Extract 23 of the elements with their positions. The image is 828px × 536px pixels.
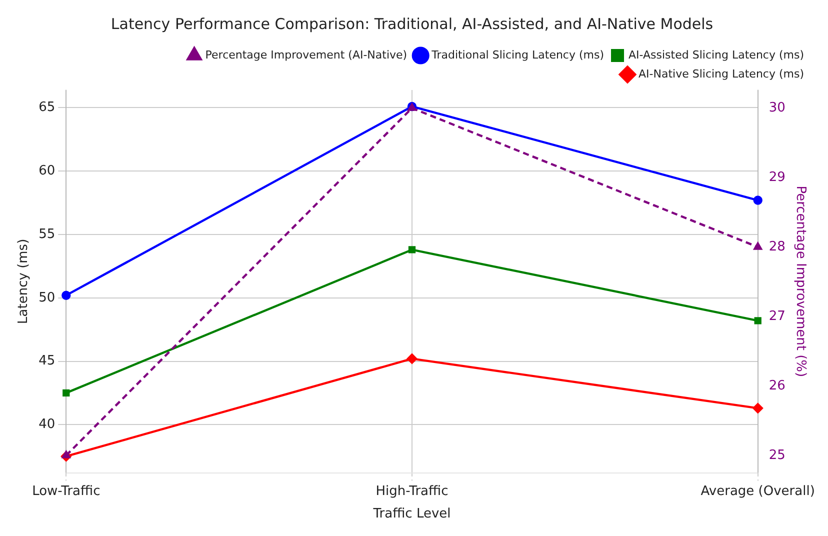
y2-tick-label: 25	[768, 448, 786, 463]
y2-tick-label: 28	[768, 239, 786, 254]
y2-tick-label: 29	[768, 170, 786, 185]
y-tick-label: 40	[38, 417, 56, 432]
x-axis-title: Traffic Level	[372, 506, 451, 522]
chart-title: Latency Performance Comparison: Traditional, AI-Assisted, and AI-Native Models	[110, 14, 714, 33]
x-tick-label: Average (Overall)	[700, 484, 815, 499]
legend-label: AI-Assisted Slicing Latency (ms)	[628, 48, 804, 62]
y2-tick-label: 30	[768, 100, 786, 116]
y-axis-title: Latency (ms)	[16, 238, 32, 324]
legend-label: Traditional Slicing Latency (ms)	[430, 48, 604, 62]
x-tick-label: Low-Traffic	[32, 484, 100, 499]
y2-tick-label: 27	[768, 308, 786, 324]
y2-tick-label: 26	[768, 378, 786, 394]
y-tick-label: 50	[38, 290, 56, 306]
x-tick-label: High-Traffic	[376, 484, 448, 499]
y2-axis-title: Percentage Improvement (%)	[792, 186, 808, 378]
y-tick-label: 65	[38, 100, 56, 116]
y-tick-label: 55	[38, 226, 56, 242]
y-tick-label: 45	[38, 354, 56, 369]
y-tick-label: 60	[38, 164, 56, 178]
legend-label: AI-Native Slicing Latency (ms)	[638, 67, 804, 80]
legend-label: Percentage Improvement (AI-Native)	[205, 48, 408, 62]
